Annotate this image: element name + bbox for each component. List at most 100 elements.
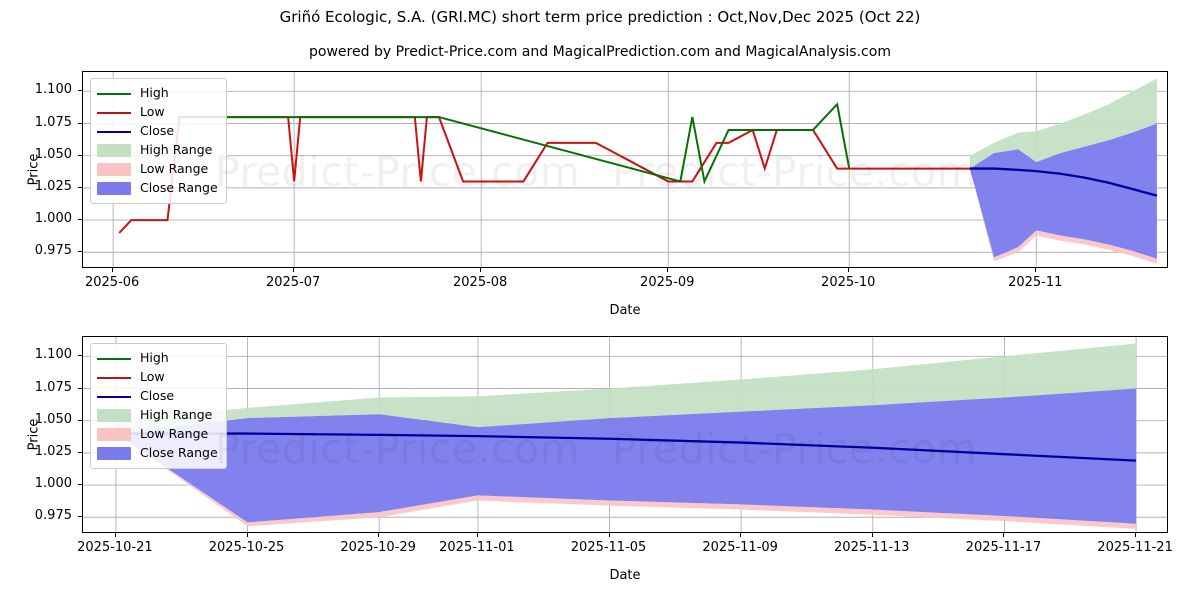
x-tick-mark [1003, 533, 1005, 537]
legend-line-swatch-icon [97, 391, 131, 403]
x-tick-label: 2025-11-05 [570, 540, 647, 555]
x-tick-mark [871, 533, 873, 537]
legend-item-low[interactable]: Low [97, 368, 218, 387]
legend-item-close[interactable]: Close [97, 122, 218, 141]
x-tick-label: 2025-07 [265, 275, 321, 290]
series-line-high [179, 102, 851, 185]
x-tick-label: 2025-10-21 [77, 540, 153, 555]
y-tick-mark [78, 451, 82, 453]
x-tick-mark [1035, 268, 1037, 272]
y-tick-mark [78, 251, 82, 253]
y-tick-mark [78, 122, 82, 124]
series-line-close [969, 167, 1158, 197]
top-chart-plot [83, 72, 1167, 267]
y-tick-mark [78, 484, 82, 486]
y-tick-mark [78, 387, 82, 389]
x-tick-label: 2025-10-29 [340, 540, 416, 555]
legend-item-label: Close Range [140, 445, 218, 461]
legend-patch-swatch-icon [97, 144, 131, 157]
top-x-axis-label: Date [609, 303, 641, 318]
legend-item-low[interactable]: Low [97, 103, 218, 122]
legend-item-low-range[interactable]: Low Range [97, 160, 218, 179]
top-chart-panel [82, 71, 1168, 268]
x-tick-label: 2025-11-13 [834, 540, 910, 555]
y-tick-label: 0.975 [34, 508, 72, 524]
y-tick-mark [78, 419, 82, 421]
x-tick-mark [378, 533, 380, 537]
y-tick-label: 1.100 [34, 347, 72, 363]
y-tick-mark [78, 516, 82, 518]
legend-item-high-range[interactable]: High Range [97, 406, 218, 425]
x-tick-label: 2025-11-01 [439, 540, 515, 555]
bottom-chart-frame [82, 336, 1168, 533]
legend-item-high[interactable]: High [97, 84, 218, 103]
legend-line-swatch-icon [97, 88, 131, 100]
y-tick-mark [78, 219, 82, 221]
legend-item-label: Close [140, 388, 175, 404]
legend-line-swatch-icon [97, 353, 131, 365]
legend-patch-swatch-icon [97, 163, 131, 176]
legend-item-label: High [140, 350, 169, 366]
legend-item-label: High Range [140, 142, 213, 158]
x-tick-label: 2025-10-25 [208, 540, 285, 555]
y-tick-label: 1.025 [34, 443, 72, 459]
x-tick-label: 2025-10 [821, 275, 876, 290]
bottom-y-axis-label: Price [26, 418, 42, 451]
y-tick-label: 1.050 [34, 146, 72, 162]
legend-item-label: Close Range [140, 180, 218, 196]
bottom-chart-panel [82, 336, 1168, 533]
x-tick-mark [480, 268, 482, 272]
x-tick-mark [476, 533, 478, 537]
bottom-chart-legend: High Low Close High Range Low Range Close Ran… [90, 343, 227, 469]
x-tick-mark [246, 533, 248, 537]
legend-item-label: High Range [140, 407, 213, 423]
legend-patch-swatch-icon [97, 409, 131, 422]
legend-item-label: Low Range [140, 426, 209, 442]
x-tick-mark [293, 268, 295, 272]
legend-line-swatch-icon [97, 372, 131, 384]
legend-item-label: Low Range [140, 161, 209, 177]
legend-item-low-range[interactable]: Low Range [97, 425, 218, 444]
y-tick-label: 1.050 [34, 411, 72, 427]
bottom-x-axis-label: Date [609, 568, 641, 583]
legend-item-label: Low [140, 104, 165, 120]
legend-line-swatch-icon [97, 126, 131, 138]
legend-patch-swatch-icon [97, 182, 131, 195]
x-tick-mark [112, 268, 114, 272]
y-tick-mark [78, 355, 82, 357]
band-low-range [969, 168, 1157, 264]
page-subtitle: powered by Predict-Price.com and Magical… [309, 44, 891, 60]
page-title: Griñó Ecologic, S.A. (GRI.MC) short term… [279, 8, 921, 26]
y-tick-label: 1.075 [34, 114, 72, 130]
band-low-range [115, 433, 1137, 529]
x-tick-mark [1135, 533, 1137, 537]
x-tick-mark [667, 268, 669, 272]
y-tick-label: 1.025 [34, 178, 72, 194]
x-tick-mark [114, 533, 116, 537]
legend-item-high-range[interactable]: High Range [97, 141, 218, 160]
y-tick-label: 1.075 [34, 379, 72, 395]
x-tick-label: 2025-08 [453, 275, 508, 290]
legend-item-close-range[interactable]: Close Range [97, 444, 218, 463]
band-high-range [115, 343, 1137, 434]
series-line-close [115, 432, 1137, 462]
band-high-range [969, 78, 1157, 169]
y-tick-label: 1.100 [34, 82, 72, 98]
y-tick-label: 0.975 [34, 243, 72, 259]
x-tick-label: 2025-11-17 [965, 540, 1042, 555]
band-close-range [115, 388, 1137, 524]
legend-item-close[interactable]: Close [97, 387, 218, 406]
x-tick-label: 2025-06 [84, 275, 140, 290]
legend-patch-swatch-icon [97, 428, 131, 441]
legend-item-high[interactable]: High [97, 349, 218, 368]
y-tick-mark [78, 90, 82, 92]
y-tick-mark [78, 186, 82, 188]
x-tick-label: 2025-09 [640, 275, 695, 290]
legend-item-close-range[interactable]: Close Range [97, 179, 218, 198]
legend-item-label: Close [140, 123, 175, 139]
x-tick-mark [848, 268, 850, 272]
top-chart-legend: High Low Close High Range Low Range Close Ran… [90, 78, 227, 204]
x-tick-label: 2025-11-09 [702, 540, 778, 555]
y-tick-mark [78, 154, 82, 156]
